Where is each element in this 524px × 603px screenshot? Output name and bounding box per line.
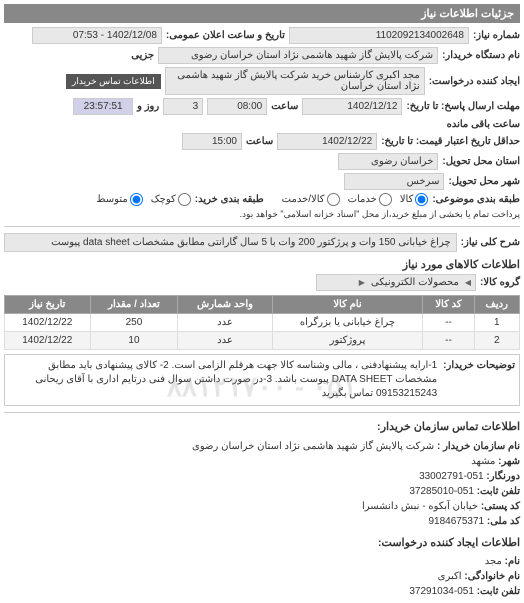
delivery-loc-field: خراسان رضوی <box>338 153 438 170</box>
radio-kala[interactable] <box>415 193 428 206</box>
notes-text: 1-ارایه پیشنهادفنی ، مالی وشناسه کالا جه… <box>9 359 437 401</box>
table-row: 1 -- چراغ خیابانی یا بزرگراه عدد 250 140… <box>5 314 520 332</box>
time-label-1: ساعت <box>271 101 298 112</box>
delivery-loc-label: استان محل تحویل: <box>442 156 520 167</box>
time-label-2: ساعت <box>246 136 273 147</box>
budget-type-label: طبقه بندی موضوعی: <box>432 194 520 205</box>
pub-dt-field: 1402/12/08 - 07:53 <box>32 27 162 44</box>
contact2-title: اطلاعات ایجاد کننده درخواست: <box>4 535 520 552</box>
payment-footnote: پرداخت تمام یا بخشی از مبلغ خرید،از محل … <box>240 209 520 220</box>
col-unit: واحد شمارش <box>178 296 272 314</box>
buyer-org-label: نام دستگاه خریدار: <box>442 50 520 61</box>
page-title: جزئیات اطلاعات نیاز <box>421 8 514 20</box>
notes-label: توضیحات خریدار: <box>443 359 515 401</box>
nature-label: طبقه بندی خرید: <box>195 194 264 205</box>
deadline-date-field: 1402/12/12 <box>302 98 402 115</box>
items-table: ردیف کد کالا نام کالا واحد شمارش تعداد /… <box>4 295 520 350</box>
col-qty: تعداد / مقدار <box>90 296 178 314</box>
remain-days-field: 3 <box>163 98 203 115</box>
contact1-title: اطلاعات تماس سازمان خریدار: <box>4 419 520 436</box>
buyer-contact-block: اطلاعات تماس سازمان خریدار: نام سازمان خ… <box>4 419 520 599</box>
creator-field: مجد اکبری کارشناس خرید شرکت پالایش گاز ش… <box>165 67 425 95</box>
validity-time-field: 15:00 <box>182 133 242 150</box>
radio-small[interactable] <box>178 193 191 206</box>
separator-2 <box>4 412 520 413</box>
deadline-label: مهلت ارسال پاسخ: تا تاریخ: <box>406 101 520 112</box>
page-header: جزئیات اطلاعات نیاز <box>4 4 520 23</box>
nature-radio-group: کوچک متوسط <box>96 193 190 206</box>
remain-tail: ساعت باقی مانده <box>447 119 520 130</box>
chevron-right-icon: ▶ <box>359 278 365 287</box>
delivery-city-label: شهر محل تحویل: <box>448 176 520 187</box>
separator <box>4 226 520 227</box>
subject-radio-group: کالا خدمات کالا/خدمت <box>282 193 429 206</box>
creator-label: ایجاد کننده درخواست: <box>429 76 520 87</box>
group-value: محصولات الکترونیکی <box>371 277 459 288</box>
pub-dt-label: تاریخ و ساعت اعلان عمومی: <box>166 30 285 41</box>
buyer-org-field: شرکت پالایش گاز شهید هاشمی نژاد استان خر… <box>158 47 438 64</box>
radio-kalakhadamat[interactable] <box>327 193 340 206</box>
req-no-label: شماره نیاز: <box>473 30 520 41</box>
desc-key-label: شرح کلی نیاز: <box>461 237 520 248</box>
group-select[interactable]: ◀ محصولات الکترونیکی ▶ <box>316 274 476 291</box>
remain-timer-field: 23:57:51 <box>73 98 133 115</box>
buyer-notes: توضیحات خریدار: 1-ارایه پیشنهادفنی ، مال… <box>4 354 520 406</box>
req-no-field: 1102092134002648 <box>289 27 469 44</box>
col-row: ردیف <box>474 296 519 314</box>
desc-text: چراغ خیابانی 150 وات و پرژکتور 200 وات ب… <box>4 233 457 252</box>
delivery-city-field: سرخس <box>344 173 444 190</box>
col-name: نام کالا <box>272 296 423 314</box>
days-word: روز و <box>137 101 159 112</box>
deadline-time-field: 08:00 <box>207 98 267 115</box>
group-label: گروه کالا: <box>480 277 520 288</box>
radio-khadamat[interactable] <box>379 193 392 206</box>
radio-medium[interactable] <box>130 193 143 206</box>
items-section-title: اطلاعات کالاهای مورد نیاز <box>4 258 520 271</box>
contact-buyer-button[interactable]: اطلاعات تماس خریدار <box>66 74 161 89</box>
col-date: تاریخ نیاز <box>5 296 91 314</box>
table-row: 2 -- پروژکتور عدد 10 1402/12/22 <box>5 332 520 350</box>
validity-label: حداقل تاریخ اعتبار قیمت: تا تاریخ: <box>381 136 520 147</box>
validity-date-field: 1402/12/22 <box>277 133 377 150</box>
chevron-left-icon: ◀ <box>465 278 471 287</box>
col-code: کد کالا <box>423 296 474 314</box>
